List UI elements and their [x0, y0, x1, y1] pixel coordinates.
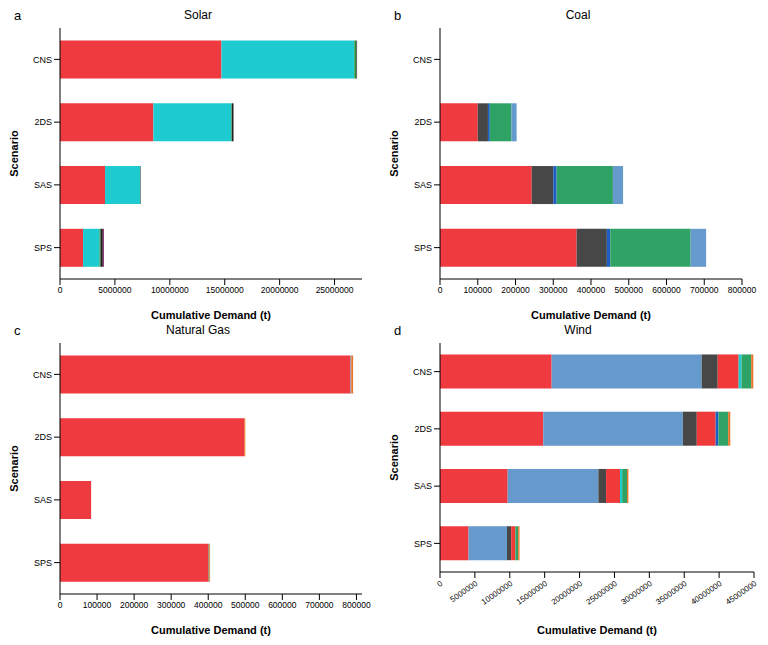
svg-text:600000: 600000: [652, 285, 681, 295]
svg-text:CNS: CNS: [33, 55, 52, 65]
svg-text:45000000: 45000000: [724, 579, 759, 607]
html-text:Solar: Solar: [184, 8, 212, 22]
svg-text:400000: 400000: [194, 600, 223, 610]
svg-text:500000: 500000: [231, 600, 260, 610]
svg-text:15000000: 15000000: [206, 285, 244, 295]
html-text:Coal: Coal: [565, 8, 591, 22]
html-text:b: b: [394, 8, 402, 23]
svg-text:0: 0: [58, 600, 63, 610]
svg-text:500000: 500000: [615, 285, 644, 295]
svg-text:200000: 200000: [120, 600, 149, 610]
svg-text:35000000: 35000000: [654, 579, 689, 607]
svg-text:Cumulative Demand (t): Cumulative Demand (t): [151, 624, 271, 636]
html-text:Wind: Wind: [564, 323, 592, 337]
svg-text:40000000: 40000000: [689, 579, 724, 607]
svg-text:20000000: 20000000: [550, 579, 585, 607]
svg-text:2DS: 2DS: [414, 117, 432, 127]
svg-text:SPS: SPS: [414, 539, 432, 549]
svg-text:300000: 300000: [539, 285, 568, 295]
svg-text:SAS: SAS: [414, 180, 432, 190]
html-text:d: d: [394, 323, 402, 338]
svg-text:700000: 700000: [305, 600, 334, 610]
svg-text:700000: 700000: [690, 285, 719, 295]
html-text:c: c: [14, 323, 21, 338]
svg-text:Scenario: Scenario: [8, 445, 20, 492]
html-text:a: a: [14, 8, 22, 23]
svg-text:SAS: SAS: [34, 180, 52, 190]
svg-text:SPS: SPS: [34, 558, 52, 568]
svg-text:2DS: 2DS: [414, 424, 432, 434]
svg-text:800000: 800000: [728, 285, 757, 295]
svg-text:2DS: 2DS: [34, 432, 52, 442]
svg-text:Scenario: Scenario: [388, 130, 400, 177]
svg-text:Cumulative Demand (t): Cumulative Demand (t): [151, 309, 271, 321]
svg-text:100000: 100000: [83, 600, 112, 610]
svg-text:Cumulative Demand (t): Cumulative Demand (t): [531, 309, 651, 321]
svg-text:25000000: 25000000: [585, 579, 620, 607]
svg-text:CNS: CNS: [33, 370, 52, 380]
svg-text:5000000: 5000000: [98, 285, 131, 295]
svg-text:SAS: SAS: [414, 481, 432, 491]
svg-text:400000: 400000: [577, 285, 606, 295]
svg-text:200000: 200000: [501, 285, 530, 295]
svg-text:10000000: 10000000: [480, 579, 515, 607]
svg-text:0: 0: [58, 285, 63, 295]
svg-text:300000: 300000: [157, 600, 186, 610]
svg-text:800000: 800000: [342, 600, 371, 610]
svg-text:CNS: CNS: [413, 55, 432, 65]
svg-text:CNS: CNS: [413, 367, 432, 377]
svg-text:Cumulative Demand (t): Cumulative Demand (t): [537, 624, 657, 636]
svg-text:SPS: SPS: [34, 243, 52, 253]
svg-text:20000000: 20000000: [261, 285, 299, 295]
svg-text:25000000: 25000000: [316, 285, 354, 295]
svg-text:0: 0: [436, 579, 445, 589]
html-text:Natural Gas: Natural Gas: [166, 323, 230, 337]
svg-text:SPS: SPS: [414, 243, 432, 253]
svg-text:10000000: 10000000: [151, 285, 189, 295]
svg-text:Scenario: Scenario: [388, 434, 400, 481]
svg-text:Scenario: Scenario: [8, 130, 20, 177]
svg-text:15000000: 15000000: [515, 579, 550, 607]
svg-text:30000000: 30000000: [619, 579, 654, 607]
svg-text:2DS: 2DS: [34, 117, 52, 127]
svg-text:5000000: 5000000: [449, 579, 480, 605]
svg-text:0: 0: [438, 285, 443, 295]
svg-text:100000: 100000: [464, 285, 493, 295]
svg-text:SAS: SAS: [34, 495, 52, 505]
svg-text:600000: 600000: [268, 600, 297, 610]
